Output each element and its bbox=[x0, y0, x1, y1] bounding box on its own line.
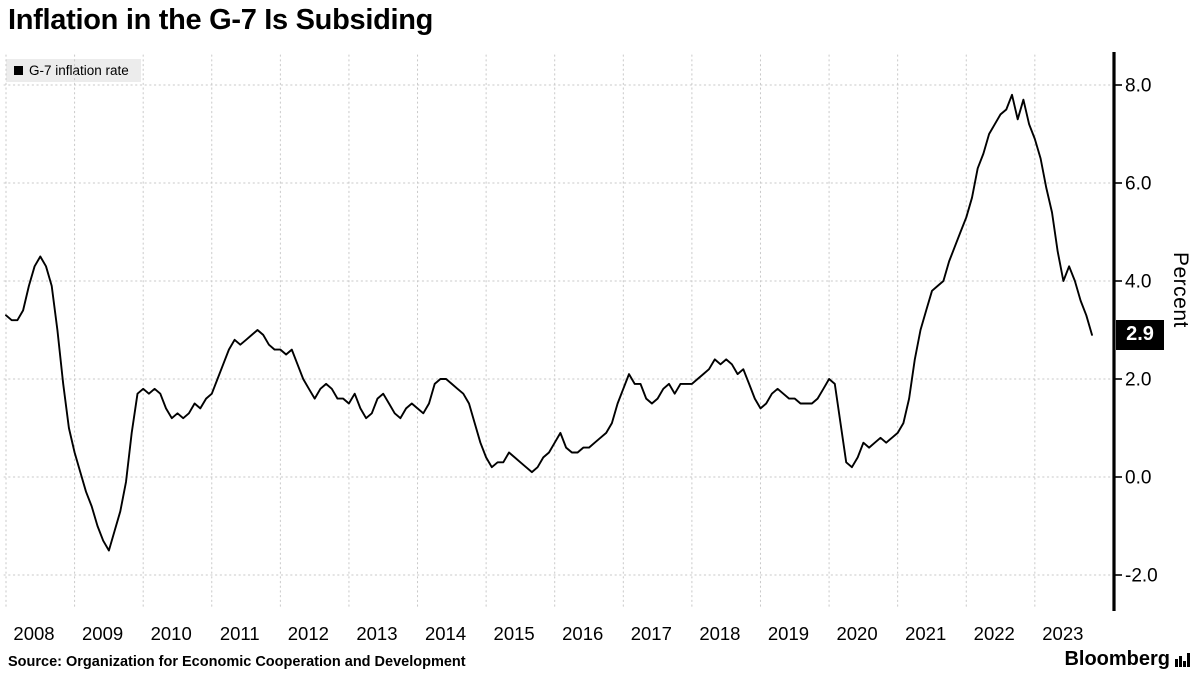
x-tick-label: 2017 bbox=[631, 623, 672, 644]
y-tick-label: 4.0 bbox=[1125, 272, 1151, 293]
legend: G-7 inflation rate bbox=[6, 59, 141, 82]
x-tick-label: 2010 bbox=[151, 623, 192, 644]
y-tick-label: 0.0 bbox=[1125, 468, 1151, 489]
x-tick-label: 2022 bbox=[974, 623, 1015, 644]
bloomberg-logo: Bloomberg bbox=[1064, 648, 1190, 671]
x-tick-label: 2015 bbox=[494, 623, 535, 644]
legend-marker-icon bbox=[14, 66, 23, 75]
x-tick-label: 2019 bbox=[768, 623, 809, 644]
x-tick-label: 2020 bbox=[836, 623, 877, 644]
y-tick-label: 8.0 bbox=[1125, 76, 1151, 97]
y-axis-title: Percent bbox=[1169, 252, 1192, 328]
bloomberg-wordmark: Bloomberg bbox=[1064, 648, 1170, 670]
y-tick-label: 6.0 bbox=[1125, 174, 1151, 195]
x-tick-label: 2011 bbox=[220, 623, 260, 644]
x-tick-label: 2016 bbox=[562, 623, 603, 644]
x-tick-label: 2008 bbox=[13, 623, 54, 644]
y-tick-label: 2.0 bbox=[1125, 370, 1151, 391]
x-tick-label: 2012 bbox=[288, 623, 329, 644]
bloomberg-chart-icon bbox=[1175, 652, 1190, 667]
chart-title: Inflation in the G-7 Is Subsiding bbox=[8, 4, 434, 36]
x-tick-label: 2014 bbox=[425, 623, 466, 644]
x-tick-label: 2009 bbox=[82, 623, 123, 644]
y-tick-label: -2.0 bbox=[1125, 566, 1158, 587]
x-tick-label: 2018 bbox=[699, 623, 740, 644]
last-value-badge: 2.9 bbox=[1116, 319, 1164, 350]
legend-label: G-7 inflation rate bbox=[29, 63, 129, 78]
source-attribution: Source: Organization for Economic Cooper… bbox=[8, 654, 466, 670]
inflation-line bbox=[5, 93, 1093, 552]
x-tick-label: 2023 bbox=[1042, 623, 1083, 644]
x-tick-label: 2013 bbox=[356, 623, 397, 644]
x-tick-label: 2021 bbox=[905, 623, 946, 644]
